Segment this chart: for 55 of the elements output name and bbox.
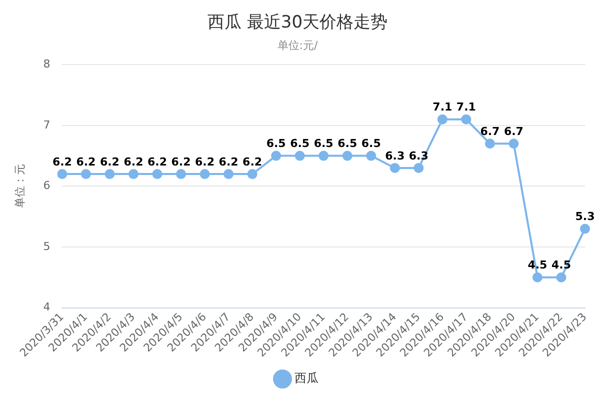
point [247,169,258,180]
chart-title: 西瓜 最近30天价格走势 [207,12,388,33]
y-axis-title: 单位：元 [13,164,26,208]
data-label: 4.5 [551,258,571,272]
data-label: 6.5 [266,137,286,150]
point [580,224,590,234]
point [508,138,519,149]
data-label: 6.2 [171,155,191,168]
point [556,272,566,282]
data-label: 7.1 [456,100,476,114]
data-label: 6.2 [148,155,168,168]
point [437,114,448,124]
point [200,169,210,180]
point [342,150,352,161]
point [366,150,376,161]
y-tick-label: 8 [43,57,50,70]
y-tick-label: 6 [43,179,50,192]
data-label: 6.7 [504,124,524,138]
point [80,169,91,180]
data-label: 6.3 [408,149,428,162]
point [390,162,400,173]
point [152,169,162,180]
point [128,169,138,180]
data-label: 7.1 [432,100,452,114]
y-tick-label: 5 [43,240,50,253]
point [532,272,542,282]
data-label: 6.3 [385,149,405,162]
chart-subtitle: 单位:元/ [277,38,318,52]
data-label: 6.5 [290,137,310,150]
point [461,114,472,124]
data-label: 6.2 [100,155,120,168]
point [176,169,186,180]
point [104,169,115,180]
point [294,150,305,161]
data-label: 6.2 [76,155,96,168]
data-label: 6.2 [242,155,262,168]
point [414,162,424,173]
data-label: 6.7 [480,124,500,138]
data-label: 6.5 [361,137,381,150]
data-label: 6.2 [218,155,238,168]
data-label: 6.2 [52,155,72,168]
data-label: 6.5 [314,137,334,150]
data-label: 6.2 [195,155,215,168]
point [224,169,234,180]
data-label: 6.2 [124,155,144,168]
legend-label: 西瓜 [294,371,318,386]
data-label: 6.5 [338,137,358,150]
y-tick-label: 4 [43,300,50,314]
data-label: 5.3 [575,210,595,224]
point [318,150,329,161]
data-label: 4.5 [528,258,548,272]
point [271,150,282,161]
point [484,138,495,149]
y-tick-label: 7 [43,118,50,132]
point [57,169,68,180]
